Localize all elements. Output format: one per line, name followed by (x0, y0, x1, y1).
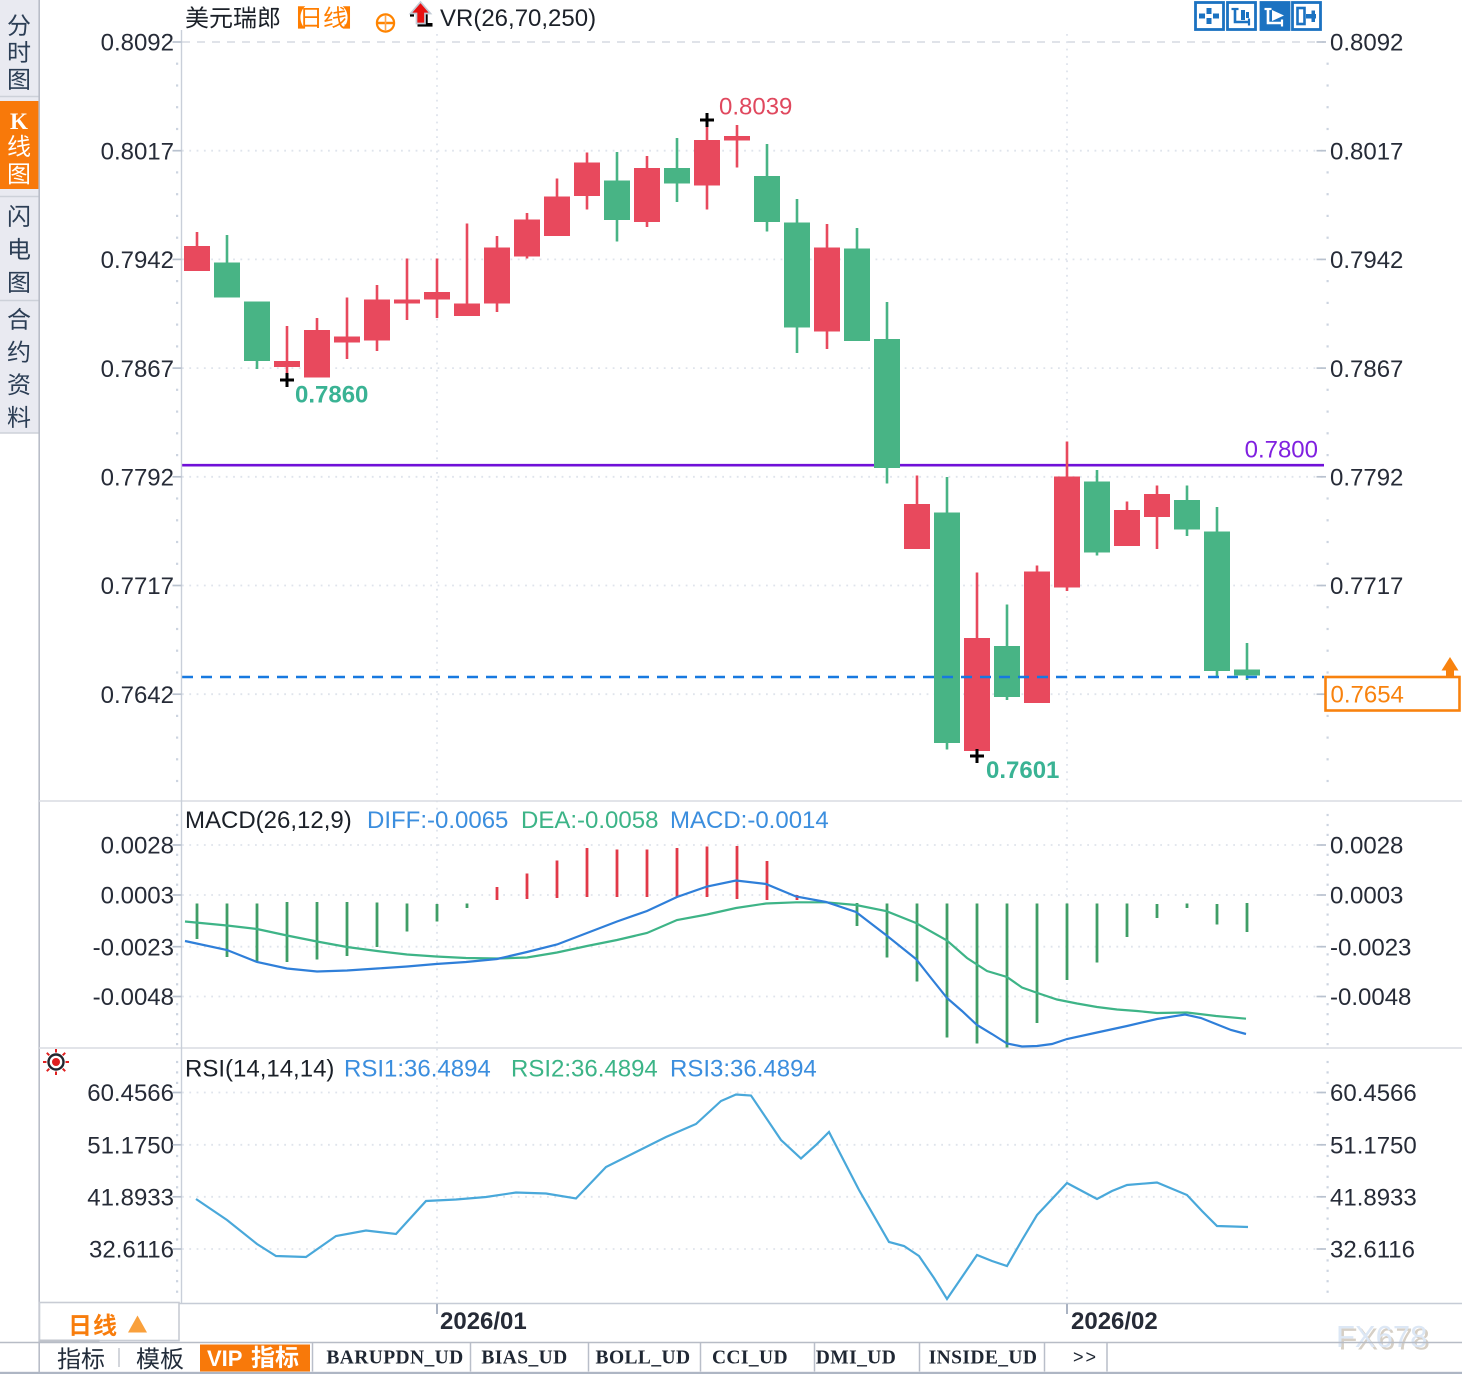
svg-text:51.1750: 51.1750 (1330, 1133, 1417, 1160)
svg-text:VR(26,70,250): VR(26,70,250) (440, 5, 596, 32)
svg-text:0.8092: 0.8092 (101, 30, 174, 57)
svg-text:RSI(14,14,14): RSI(14,14,14) (185, 1056, 334, 1083)
svg-text:0.7942: 0.7942 (1330, 247, 1403, 274)
svg-text:0.7800: 0.7800 (1245, 437, 1318, 464)
svg-text:0.7601: 0.7601 (986, 757, 1059, 784)
svg-text:51.1750: 51.1750 (87, 1133, 174, 1160)
svg-text:0.8039: 0.8039 (719, 94, 792, 121)
svg-text:FX678: FX678 (1336, 1319, 1427, 1354)
svg-text:RSI3:36.4894: RSI3:36.4894 (670, 1056, 817, 1083)
svg-text:0.0028: 0.0028 (1330, 833, 1403, 860)
svg-text:32.6116: 32.6116 (89, 1237, 174, 1264)
svg-text:0.7792: 0.7792 (101, 465, 174, 492)
svg-text:41.8933: 41.8933 (87, 1185, 174, 1212)
svg-text:RSI1:36.4894: RSI1:36.4894 (344, 1056, 491, 1083)
svg-text:0.8017: 0.8017 (101, 138, 174, 165)
svg-text:FX678: FX678 (1339, 1322, 1430, 1357)
svg-text:-0.0023: -0.0023 (93, 934, 174, 961)
svg-text:0.7867: 0.7867 (1330, 356, 1403, 383)
svg-text:0.7860: 0.7860 (295, 382, 368, 409)
svg-text:DIFF:-0.0065: DIFF:-0.0065 (367, 807, 508, 834)
svg-text:>>: >> (1073, 1347, 1098, 1367)
svg-text:0.8017: 0.8017 (1330, 138, 1403, 165)
svg-text:BOLL_UD: BOLL_UD (596, 1348, 691, 1369)
svg-text:2026/01: 2026/01 (440, 1308, 527, 1335)
svg-text:BARUPDN_UD: BARUPDN_UD (326, 1348, 463, 1369)
svg-text:-0.0048: -0.0048 (93, 984, 174, 1011)
svg-text:41.8933: 41.8933 (1330, 1185, 1417, 1212)
svg-text:2026/02: 2026/02 (1071, 1308, 1158, 1335)
svg-text:-0.0023: -0.0023 (1330, 934, 1411, 961)
svg-text:0.8092: 0.8092 (1330, 30, 1403, 57)
svg-text:0.0003: 0.0003 (101, 883, 174, 910)
svg-text:VIP: VIP (207, 1346, 242, 1371)
svg-text:60.4566: 60.4566 (1330, 1080, 1417, 1107)
svg-text:0.7942: 0.7942 (101, 247, 174, 274)
svg-text:RSI2:36.4894: RSI2:36.4894 (511, 1056, 658, 1083)
svg-text:K: K (10, 109, 28, 134)
svg-text:BIAS_UD: BIAS_UD (481, 1348, 567, 1369)
svg-text:DEA:-0.0058: DEA:-0.0058 (521, 807, 658, 834)
svg-text:0.7654: 0.7654 (1331, 682, 1404, 709)
svg-text:CCI_UD: CCI_UD (712, 1348, 788, 1369)
svg-text:-0.0048: -0.0048 (1330, 984, 1411, 1011)
svg-text:60.4566: 60.4566 (87, 1080, 174, 1107)
svg-text:0.7867: 0.7867 (101, 356, 174, 383)
svg-text:0.0028: 0.0028 (101, 833, 174, 860)
svg-text:INSIDE_UD: INSIDE_UD (929, 1348, 1038, 1369)
svg-text:MACD:-0.0014: MACD:-0.0014 (670, 807, 829, 834)
svg-text:0.7717: 0.7717 (1330, 573, 1403, 600)
svg-text:0.0003: 0.0003 (1330, 883, 1403, 910)
svg-text:MACD(26,12,9): MACD(26,12,9) (185, 807, 352, 834)
svg-text:DMI_UD: DMI_UD (816, 1348, 896, 1369)
svg-text:32.6116: 32.6116 (1330, 1237, 1415, 1264)
svg-text:0.7642: 0.7642 (101, 682, 174, 709)
svg-text:0.7717: 0.7717 (101, 573, 174, 600)
svg-text:0.7792: 0.7792 (1330, 465, 1403, 492)
